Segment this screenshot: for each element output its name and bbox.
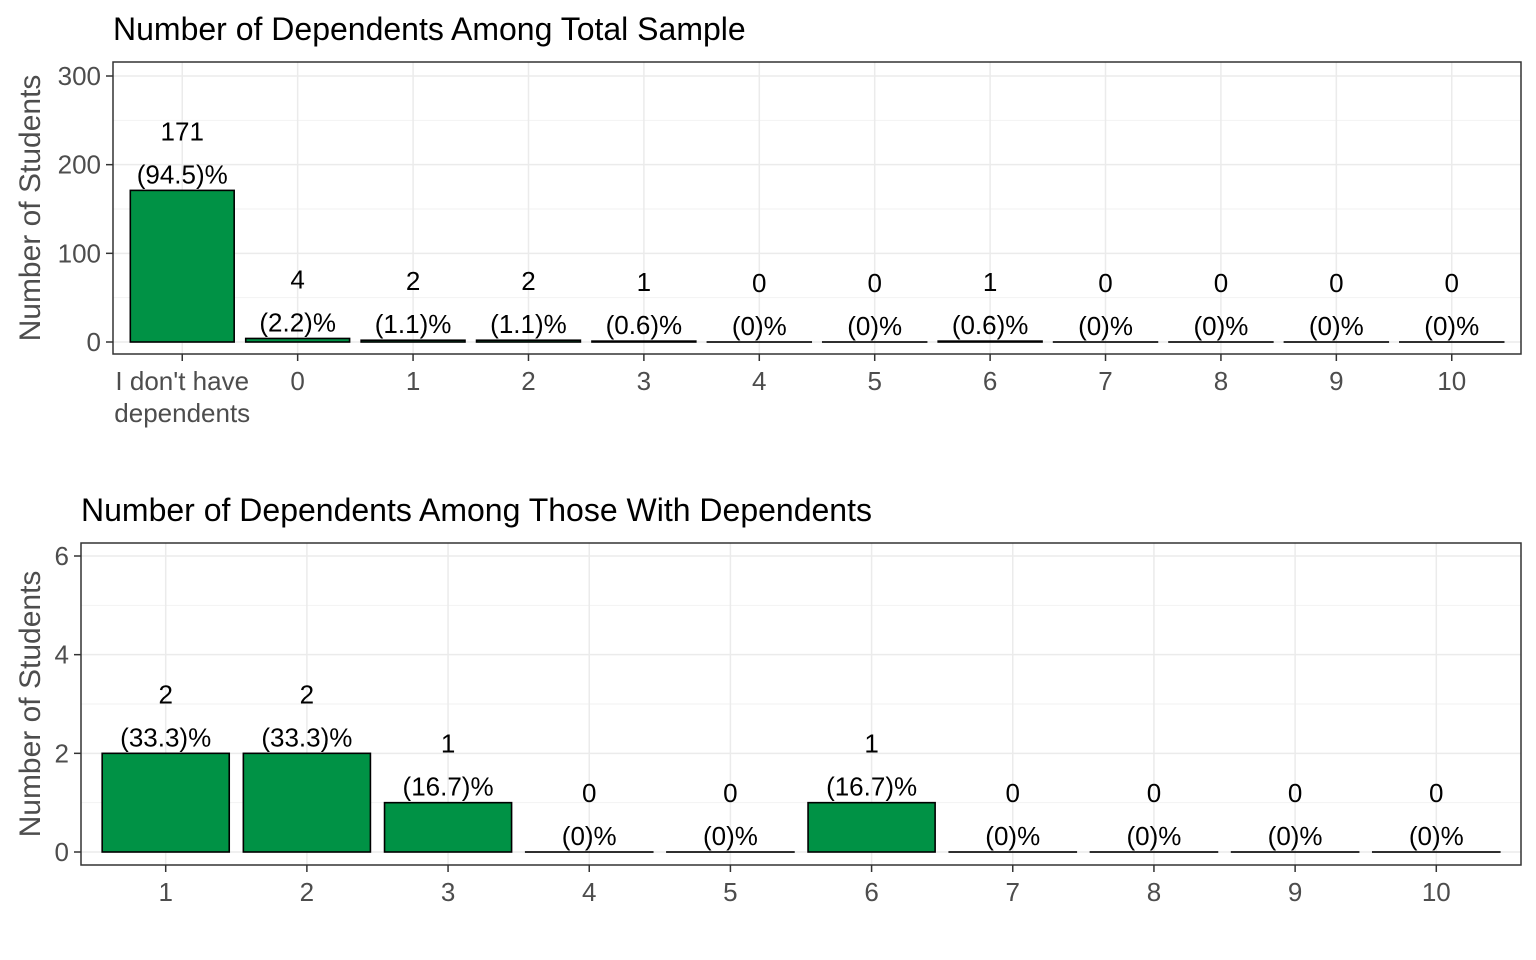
x-tick-label: 1 <box>406 366 420 396</box>
panel-border <box>80 542 1522 866</box>
count-label: 0 <box>1006 778 1020 808</box>
count-label: 1 <box>983 267 997 297</box>
count-label: 2 <box>300 679 314 709</box>
percent-label: (1.1)% <box>375 309 452 339</box>
x-tick-label: 5 <box>723 877 737 907</box>
count-label: 0 <box>582 778 596 808</box>
percent-label: (0)% <box>1078 311 1133 341</box>
x-tick-label: 10 <box>1422 877 1451 907</box>
y-tick-label: 100 <box>58 238 101 268</box>
x-tick-label: 5 <box>867 366 881 396</box>
y-tick-label: 0 <box>55 837 69 867</box>
count-label: 0 <box>1147 778 1161 808</box>
percent-label: (33.3)% <box>120 722 211 752</box>
x-tick-label: 3 <box>637 366 651 396</box>
chart-panel-1: Number of Dependents Among Total Sample N… <box>14 11 1522 428</box>
count-label: 2 <box>521 266 535 296</box>
count-label: 1 <box>441 729 455 759</box>
percent-label: (0.6)% <box>952 310 1029 340</box>
percent-label: (0)% <box>1409 821 1464 851</box>
x-tick-label: 2 <box>300 877 314 907</box>
percent-label: (0)% <box>1126 821 1181 851</box>
y-axis-label: Number of Students <box>14 75 47 342</box>
panel-border <box>112 61 1522 355</box>
x-tick-label: 7 <box>1098 366 1112 396</box>
count-label: 0 <box>752 268 766 298</box>
y-tick-label: 300 <box>58 61 101 91</box>
x-tick-label: 8 <box>1147 877 1161 907</box>
percent-label: (1.1)% <box>490 309 567 339</box>
x-tick-label: 4 <box>752 366 766 396</box>
percent-label: (0)% <box>1193 311 1248 341</box>
count-label: 0 <box>1429 778 1443 808</box>
chart-panel-2: Number of Dependents Among Those With De… <box>14 492 1522 907</box>
percent-label: (94.5)% <box>137 159 228 189</box>
chart-title: Number of Dependents Among Those With De… <box>81 492 872 528</box>
percent-label: (0)% <box>985 821 1040 851</box>
bar-8 <box>937 340 1043 343</box>
count-label: 171 <box>161 116 204 146</box>
x-tick-label: 6 <box>864 877 878 907</box>
bar-2 <box>242 752 372 853</box>
bar-3 <box>383 801 513 853</box>
percent-label: (33.3)% <box>261 722 352 752</box>
x-tick-label: dependents <box>114 398 250 428</box>
count-label: 0 <box>723 778 737 808</box>
y-axis-label: Number of Students <box>14 571 47 838</box>
count-label: 0 <box>1329 268 1343 298</box>
count-label: 2 <box>158 679 172 709</box>
percent-label: (0.6)% <box>606 310 683 340</box>
bar-1 <box>129 189 235 343</box>
x-tick-label: 6 <box>983 366 997 396</box>
count-label: 0 <box>867 268 881 298</box>
percent-label: (0)% <box>1309 311 1364 341</box>
bar-6 <box>807 801 936 853</box>
percent-label: (0)% <box>732 311 787 341</box>
percent-label: (0)% <box>1268 821 1323 851</box>
count-label: 0 <box>1445 268 1459 298</box>
x-tick-label: 9 <box>1288 877 1302 907</box>
x-tick-label: 10 <box>1437 366 1466 396</box>
x-tick-label: 0 <box>290 366 304 396</box>
count-label: 2 <box>406 266 420 296</box>
count-label: 0 <box>1288 778 1302 808</box>
percent-label: (0)% <box>847 311 902 341</box>
chart-title: Number of Dependents Among Total Sample <box>113 11 746 47</box>
count-label: 0 <box>1098 268 1112 298</box>
x-tick-label: 2 <box>521 366 535 396</box>
bar-3 <box>360 339 466 343</box>
x-tick-label: 9 <box>1329 366 1343 396</box>
percent-label: (16.7)% <box>403 772 494 802</box>
x-tick-label: 8 <box>1214 366 1228 396</box>
percent-label: (0)% <box>703 821 758 851</box>
percent-label: (0)% <box>562 821 617 851</box>
x-tick-label: 7 <box>1006 877 1020 907</box>
count-label: 1 <box>637 267 651 297</box>
x-tick-label: 4 <box>582 877 596 907</box>
y-tick-label: 4 <box>55 640 69 670</box>
bar-1 <box>101 752 231 853</box>
x-tick-label: 1 <box>158 877 172 907</box>
y-tick-label: 2 <box>55 738 69 768</box>
percent-label: (0)% <box>1424 311 1479 341</box>
bar-4 <box>475 339 582 343</box>
count-label: 4 <box>290 264 304 294</box>
percent-label: (16.7)% <box>826 772 917 802</box>
x-tick-label: 3 <box>441 877 455 907</box>
count-label: 0 <box>1214 268 1228 298</box>
percent-label: (2.2)% <box>259 307 336 337</box>
bar-5 <box>591 340 697 343</box>
x-tick-label: I don't have <box>115 366 249 396</box>
y-tick-label: 200 <box>58 150 101 180</box>
count-label: 1 <box>864 729 878 759</box>
y-tick-label: 6 <box>55 541 69 571</box>
bar-2 <box>244 337 351 343</box>
y-tick-label: 0 <box>87 327 101 357</box>
